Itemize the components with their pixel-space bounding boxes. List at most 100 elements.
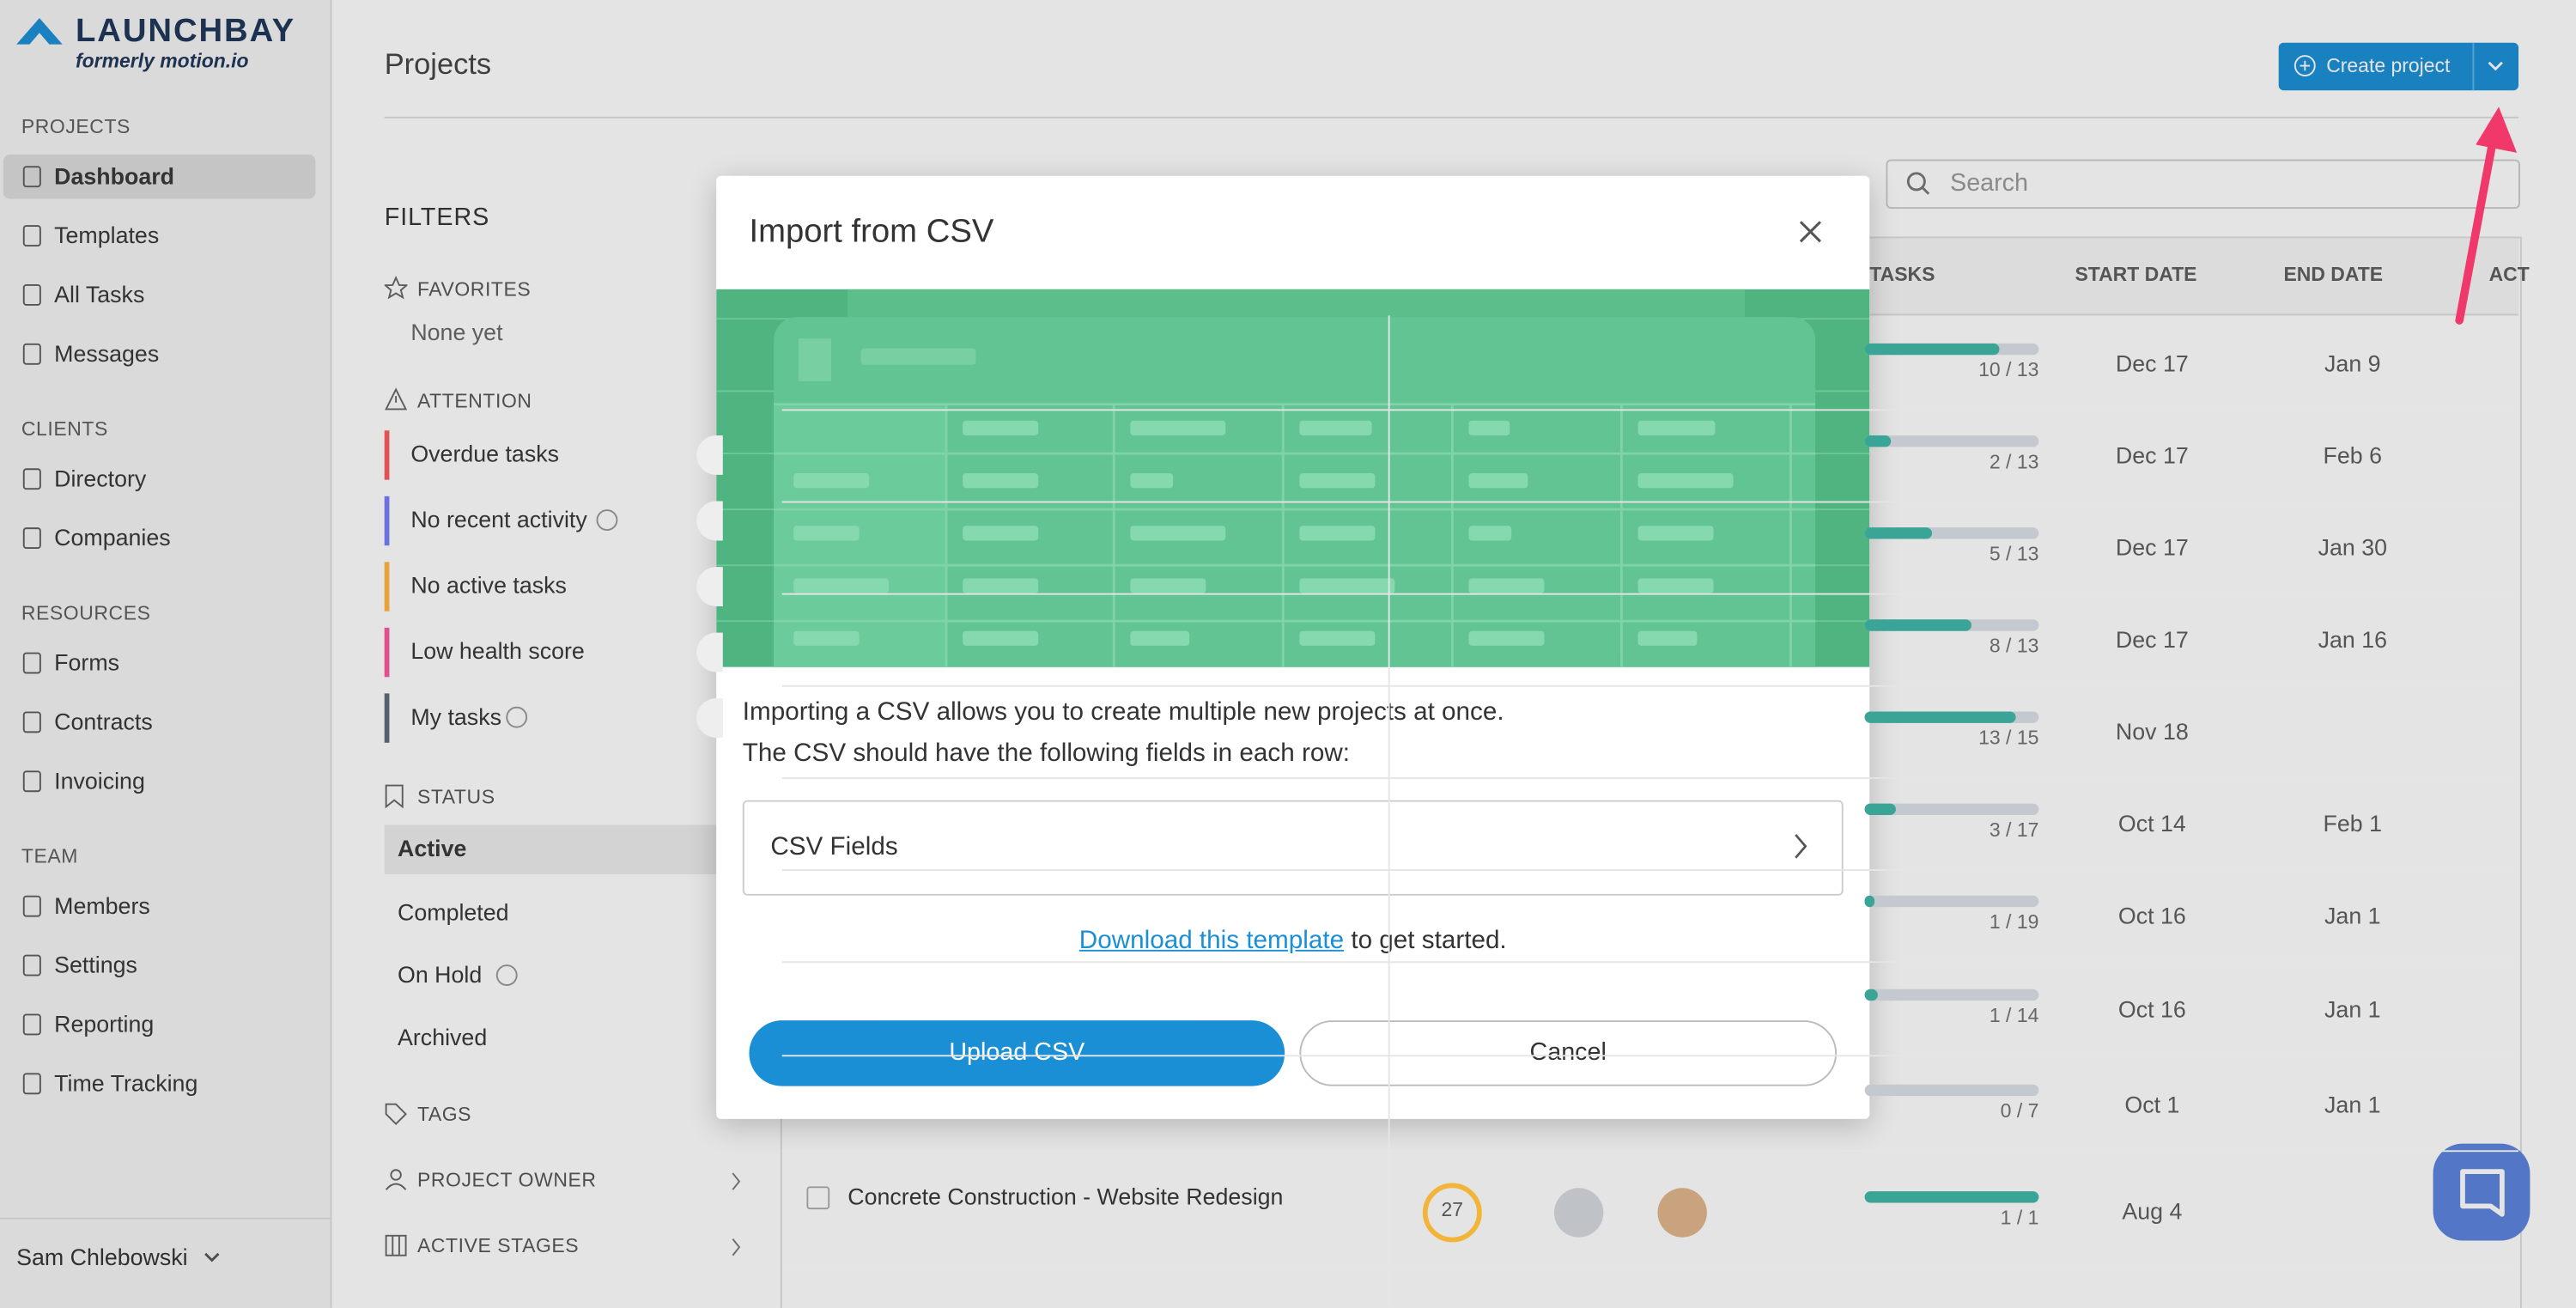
logo-icon xyxy=(16,18,63,45)
progress-track xyxy=(1864,803,2039,815)
nav-item[interactable]: Members xyxy=(54,891,150,919)
nav-item[interactable]: Companies xyxy=(54,524,171,551)
nav-icon xyxy=(22,1013,41,1036)
attention-filter[interactable]: Low health score xyxy=(410,637,585,664)
row-divider xyxy=(781,776,2519,779)
status-filter[interactable]: Active xyxy=(398,834,467,861)
nav-item[interactable]: Templates xyxy=(54,222,160,248)
progress-fill xyxy=(1864,989,1878,1001)
nav-item[interactable]: Reporting xyxy=(54,1010,155,1037)
progress-fill xyxy=(1864,343,1999,356)
tasks-count: 1 / 14 xyxy=(1989,1004,2039,1027)
create-button[interactable] xyxy=(2278,42,2519,91)
row-divider xyxy=(781,1055,2519,1057)
progress-track xyxy=(1864,1084,2039,1097)
plus-icon xyxy=(2293,55,2316,76)
status-filter[interactable]: Completed xyxy=(398,898,509,926)
help-button[interactable] xyxy=(2433,1143,2530,1241)
filter-count-pill xyxy=(696,567,723,606)
nav-icon xyxy=(22,343,41,365)
start-date: Oct 16 xyxy=(2117,995,2186,1023)
tasks-count: 1 / 1 xyxy=(2000,1206,2039,1230)
nav-item[interactable]: Directory xyxy=(54,465,147,492)
attention-filter[interactable]: Overdue tasks xyxy=(410,440,560,467)
nav-item[interactable]: Contracts xyxy=(54,708,153,735)
attention-color-bar xyxy=(384,562,390,611)
attention-filter[interactable]: No active tasks xyxy=(410,571,567,599)
end-date: Feb 6 xyxy=(2323,441,2383,469)
nav-icon xyxy=(22,652,41,674)
tasks-count: 0 / 7 xyxy=(2000,1098,2039,1122)
nav-item[interactable]: Messages xyxy=(54,340,160,367)
start-date: Oct 1 xyxy=(2124,1091,2180,1118)
filter-active-stages[interactable]: ACTIVE STAGES xyxy=(416,1233,580,1257)
row-divider xyxy=(781,869,2519,872)
upload-button[interactable]: Upload CSV xyxy=(749,1020,1285,1086)
nav-section-title: TEAM xyxy=(21,844,78,868)
nav-icon xyxy=(22,711,41,733)
status-title: STATUS xyxy=(416,785,495,809)
column-header[interactable]: END DATE xyxy=(2283,263,2384,286)
info-icon xyxy=(495,964,518,986)
row-divider xyxy=(781,1150,2519,1153)
star-icon xyxy=(384,276,408,300)
start-date: Dec 17 xyxy=(2115,533,2189,561)
nav-item[interactable]: Invoicing xyxy=(54,767,145,794)
nav-item[interactable]: All Tasks xyxy=(54,281,145,307)
chevron xyxy=(204,1252,220,1262)
start-date: Oct 14 xyxy=(2117,810,2186,837)
progress-fill xyxy=(1864,1191,2039,1203)
divider xyxy=(0,1217,331,1220)
health-ring xyxy=(1422,1183,1482,1243)
create-button-label[interactable]: Create project xyxy=(2326,54,2451,77)
avatar xyxy=(1553,1188,1604,1238)
status-filter[interactable]: Archived xyxy=(398,1023,488,1050)
start-date: Dec 17 xyxy=(2115,625,2189,653)
progress-fill xyxy=(1864,895,1874,908)
nav-item[interactable]: Forms xyxy=(54,648,120,676)
csv-fields-label[interactable]: CSV Fields xyxy=(770,833,898,861)
column-header[interactable]: TASKS xyxy=(1869,263,1935,286)
health-score: 27 xyxy=(1441,1197,1464,1221)
nav-section-title: PROJECTS xyxy=(21,114,131,138)
nav-active-bg xyxy=(3,154,316,199)
download-suffix: to get started. xyxy=(1351,927,1507,955)
chevron xyxy=(732,1238,741,1256)
close-button[interactable] xyxy=(1797,218,1824,245)
search-box[interactable] xyxy=(1886,159,2520,209)
row-checkbox[interactable] xyxy=(806,1186,830,1210)
progress-fill xyxy=(1864,711,2016,723)
nav-icon xyxy=(22,468,41,490)
column-header[interactable]: START DATE xyxy=(2075,263,2197,286)
nav-icon xyxy=(22,225,41,246)
filter-count-pill xyxy=(696,501,723,541)
tasks-count: 8 / 13 xyxy=(1989,634,2039,658)
nav-icon xyxy=(22,527,41,550)
filter-tags[interactable]: TAGS xyxy=(416,1102,472,1126)
logo-tagline: formerly motion.io xyxy=(76,49,249,73)
column-header[interactable]: ACT xyxy=(2488,263,2530,286)
attention-filter[interactable]: No recent activity xyxy=(410,506,587,532)
tasks-count: 1 / 19 xyxy=(1989,910,2039,934)
divider xyxy=(2472,42,2475,91)
project-name[interactable]: Concrete Construction - Website Redesign xyxy=(848,1183,1284,1210)
cancel-button[interactable]: Cancel xyxy=(1299,1020,1838,1086)
status-filter[interactable]: On Hold xyxy=(398,961,483,988)
csv-fields-accordion[interactable] xyxy=(742,800,1844,896)
filter-project-owner[interactable]: PROJECT OWNER xyxy=(416,1168,597,1192)
dropdown-toggle[interactable] xyxy=(2488,61,2504,72)
filters-title: FILTERS xyxy=(384,204,490,232)
download-link[interactable]: Download this template xyxy=(1078,927,1345,955)
avatar xyxy=(1657,1188,1707,1238)
end-date: Feb 1 xyxy=(2323,810,2383,837)
tasks-count: 10 / 13 xyxy=(1978,358,2039,381)
attention-filter[interactable]: My tasks xyxy=(410,703,501,730)
user-menu[interactable]: Sam Chlebowski xyxy=(16,1244,188,1270)
start-date: Dec 17 xyxy=(2115,350,2189,377)
sidebar xyxy=(0,0,332,1308)
nav-item[interactable]: Dashboard xyxy=(54,162,175,190)
nav-item[interactable]: Settings xyxy=(54,951,137,978)
nav-item[interactable]: Time Tracking xyxy=(54,1069,198,1097)
